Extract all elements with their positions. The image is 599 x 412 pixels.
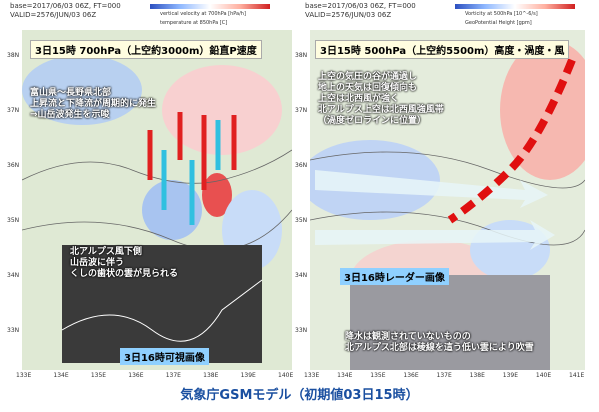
lon-label: 137E bbox=[436, 372, 452, 379]
right-header: base=2017/06/03 06Z, FT=000 VALID=2576/JU… bbox=[305, 2, 416, 20]
lon-label: 135E bbox=[90, 372, 107, 379]
lat-label: 34N bbox=[7, 272, 20, 279]
header-line: VALID=2576/JUN/03 06Z bbox=[10, 11, 97, 19]
text-line: 北アルプス北部は稜線を這う低い雲により吹雪 bbox=[345, 343, 534, 353]
text-line: 上空の気圧の谷が通過し bbox=[318, 72, 418, 82]
lon-label: 138E bbox=[203, 372, 219, 379]
left-map bbox=[22, 30, 292, 370]
text-line: 富山県～長野県北部 bbox=[30, 88, 112, 98]
legend-text: vertical velocity at 700hPa [hPa/h] bbox=[160, 11, 246, 17]
lon-label: 137E bbox=[165, 372, 181, 379]
lat-label: 37N bbox=[7, 107, 20, 114]
annotation: 富山県～長野県北部 上昇流と下降流が周期的に発生 ⇒山岳波発生を示唆 bbox=[30, 88, 156, 121]
inset-text: 北アルプス風下側 山岳波に伴う くしの歯状の雲が見られる bbox=[70, 247, 178, 280]
lat-label: 35N bbox=[7, 217, 20, 224]
lon-label: 136E bbox=[403, 372, 419, 379]
legend-text: temperature at 850hPa [C] bbox=[160, 20, 228, 26]
text-line: 地上の天気は回復傾向も bbox=[318, 83, 418, 93]
legend-text: Vorticity at 500hPa [10^-6/s] bbox=[465, 11, 538, 17]
lon-label: 134E bbox=[337, 372, 353, 379]
left-header: base=2017/06/03 06Z, FT=000 VALID=2576/JU… bbox=[10, 2, 121, 20]
lat-label: 33N bbox=[295, 327, 308, 334]
panel-title: 3日15時 500hPa（上空約5500m）高度・渦度・風 bbox=[315, 40, 570, 59]
header-line: base=2017/06/03 06Z, FT=000 bbox=[305, 2, 416, 10]
text-line: 上昇流と下降流が周期的に発生 bbox=[30, 99, 157, 109]
text-line: 北アルプス風下側 bbox=[70, 247, 142, 257]
panel-title: 3日15時 700hPa（上空約3000m）鉛直P速度 bbox=[30, 40, 262, 59]
colorbar bbox=[455, 4, 575, 9]
text-line: 北アルプス上空は北西風強風帯 bbox=[318, 105, 444, 115]
lat-label: 36N bbox=[295, 162, 308, 169]
lon-label: 140E bbox=[535, 372, 552, 379]
header-line: VALID=2576/JUN/03 06Z bbox=[305, 11, 392, 19]
text-line: （渦度ゼロラインに位置） bbox=[318, 116, 427, 126]
footer: 気象庁GSMモデル（初期値03日15時） bbox=[180, 388, 419, 403]
text-line: 山岳波に伴う bbox=[70, 258, 125, 268]
lon-label: 134E bbox=[53, 372, 69, 379]
inset-caption: 3日16時可視画像 bbox=[120, 348, 209, 365]
lat-label: 37N bbox=[295, 107, 308, 114]
lat-label: 34N bbox=[295, 272, 308, 279]
annotation: 上空の気圧の谷が通過し 地上の天気は回復傾向も 上空は北西風が強く 北アルプス上空は北… bbox=[318, 72, 444, 127]
lat-label: 36N bbox=[7, 162, 20, 169]
lon-label: 135E bbox=[370, 372, 386, 379]
header-line: base=2017/06/03 06Z, FT=000 bbox=[10, 2, 121, 10]
lon-label: 133E bbox=[16, 372, 32, 379]
lat-label: 38N bbox=[295, 52, 308, 59]
lon-label: 136E bbox=[128, 372, 144, 379]
lat-label: 35N bbox=[295, 217, 308, 224]
text-line: ⇒山岳波発生を示唆 bbox=[30, 110, 110, 120]
text-line: 上空は北西風が強く bbox=[318, 94, 400, 104]
inset-title: 3日16時レーダー画像 bbox=[340, 268, 449, 285]
lat-label: 38N bbox=[7, 52, 20, 59]
lon-label: 138E bbox=[469, 372, 485, 379]
right-map bbox=[310, 30, 585, 370]
legend-text: GeoPotential Height [gpm] bbox=[465, 20, 532, 26]
colorbar bbox=[150, 4, 270, 9]
lon-label: 140E bbox=[278, 372, 294, 379]
lon-label: 141E bbox=[569, 372, 585, 379]
lon-label: 139E bbox=[502, 372, 518, 379]
lon-label: 133E bbox=[304, 372, 320, 379]
lon-label: 139E bbox=[240, 372, 256, 379]
text-line: くしの歯状の雲が見られる bbox=[70, 269, 179, 279]
lat-label: 33N bbox=[7, 327, 20, 334]
text-line: 降水は観測されていないものの bbox=[345, 332, 471, 342]
inset-text: 降水は観測されていないものの 北アルプス北部は稜線を這う低い雲により吹雪 bbox=[345, 332, 534, 354]
